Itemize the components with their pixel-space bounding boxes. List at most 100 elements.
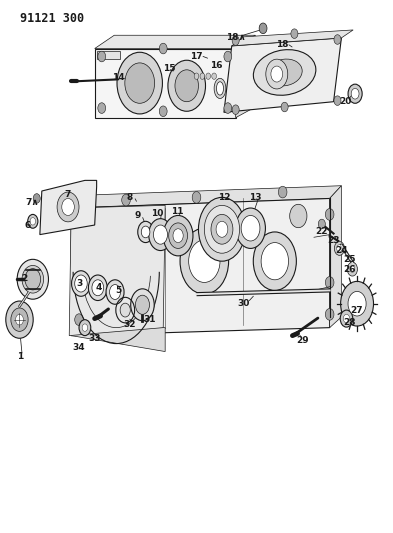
Circle shape <box>266 59 288 89</box>
Text: 12: 12 <box>218 193 230 202</box>
Circle shape <box>290 204 307 228</box>
Circle shape <box>163 215 193 256</box>
Circle shape <box>325 277 334 288</box>
Text: 9: 9 <box>134 212 141 221</box>
Text: 20: 20 <box>339 97 351 106</box>
Polygon shape <box>95 35 255 49</box>
Circle shape <box>106 280 124 304</box>
Circle shape <box>82 324 88 332</box>
Polygon shape <box>236 35 255 118</box>
Circle shape <box>271 66 283 82</box>
Circle shape <box>259 23 267 34</box>
Circle shape <box>168 60 206 111</box>
Circle shape <box>30 217 35 225</box>
Polygon shape <box>224 38 342 112</box>
Circle shape <box>159 43 167 54</box>
Polygon shape <box>330 185 342 328</box>
Ellipse shape <box>267 59 302 86</box>
Circle shape <box>224 51 232 62</box>
Circle shape <box>159 106 167 117</box>
Text: 10: 10 <box>151 209 163 218</box>
Circle shape <box>343 314 350 323</box>
Text: 91121 300: 91121 300 <box>20 12 84 26</box>
Circle shape <box>291 29 298 38</box>
Text: 24: 24 <box>335 246 348 255</box>
Text: 29: 29 <box>296 336 309 345</box>
Polygon shape <box>71 328 165 352</box>
Circle shape <box>325 309 334 320</box>
Text: 28: 28 <box>343 318 356 327</box>
Text: 31: 31 <box>143 315 156 324</box>
Text: 33: 33 <box>88 334 101 343</box>
Text: 30: 30 <box>237 299 250 308</box>
Circle shape <box>6 301 33 338</box>
Circle shape <box>33 193 40 203</box>
Circle shape <box>278 186 287 198</box>
Text: 23: 23 <box>327 237 340 246</box>
Circle shape <box>92 280 104 296</box>
Circle shape <box>224 103 232 114</box>
Circle shape <box>153 225 167 244</box>
Text: 34: 34 <box>73 343 85 352</box>
Ellipse shape <box>217 82 224 95</box>
Circle shape <box>212 73 217 79</box>
Circle shape <box>138 221 153 243</box>
Text: 18: 18 <box>276 40 289 49</box>
Circle shape <box>348 84 362 103</box>
Circle shape <box>141 226 150 238</box>
Text: 16: 16 <box>210 61 222 70</box>
Circle shape <box>347 262 358 276</box>
Text: 27: 27 <box>351 305 364 314</box>
Text: 8: 8 <box>127 193 133 202</box>
Circle shape <box>57 192 79 222</box>
Polygon shape <box>69 205 165 336</box>
Polygon shape <box>40 180 97 235</box>
Circle shape <box>216 221 228 237</box>
Circle shape <box>120 303 130 317</box>
FancyBboxPatch shape <box>97 51 120 59</box>
Polygon shape <box>95 49 236 118</box>
Circle shape <box>325 208 334 220</box>
Circle shape <box>75 198 83 209</box>
Circle shape <box>117 52 162 114</box>
Text: 6: 6 <box>25 221 31 230</box>
Circle shape <box>194 73 199 79</box>
Ellipse shape <box>214 78 226 99</box>
Text: 22: 22 <box>316 228 328 237</box>
Circle shape <box>110 285 121 300</box>
Text: 3: 3 <box>76 279 82 288</box>
Text: 7∧: 7∧ <box>25 198 39 207</box>
Ellipse shape <box>22 265 44 293</box>
Circle shape <box>180 228 229 294</box>
Text: 1: 1 <box>17 352 24 361</box>
Circle shape <box>348 292 366 316</box>
Text: 25: 25 <box>343 255 356 264</box>
Circle shape <box>341 281 373 326</box>
Circle shape <box>125 63 154 103</box>
Circle shape <box>72 271 90 296</box>
Circle shape <box>206 73 211 79</box>
Polygon shape <box>232 30 353 46</box>
Circle shape <box>79 320 91 336</box>
Circle shape <box>149 219 172 251</box>
Circle shape <box>337 245 342 252</box>
Circle shape <box>350 266 355 272</box>
Circle shape <box>198 197 246 261</box>
Circle shape <box>334 241 345 255</box>
Circle shape <box>236 208 265 248</box>
Text: 15: 15 <box>163 64 175 72</box>
Circle shape <box>75 275 87 292</box>
Circle shape <box>169 223 187 248</box>
Circle shape <box>98 51 106 62</box>
Circle shape <box>11 308 28 332</box>
Circle shape <box>25 269 40 290</box>
Circle shape <box>28 214 38 228</box>
Text: 7: 7 <box>64 190 70 199</box>
Circle shape <box>340 310 353 327</box>
Text: 13: 13 <box>249 193 261 202</box>
Circle shape <box>88 275 107 301</box>
Text: 5: 5 <box>115 286 121 295</box>
Circle shape <box>241 215 260 241</box>
Text: 17: 17 <box>190 52 203 61</box>
Text: 14: 14 <box>112 73 125 82</box>
